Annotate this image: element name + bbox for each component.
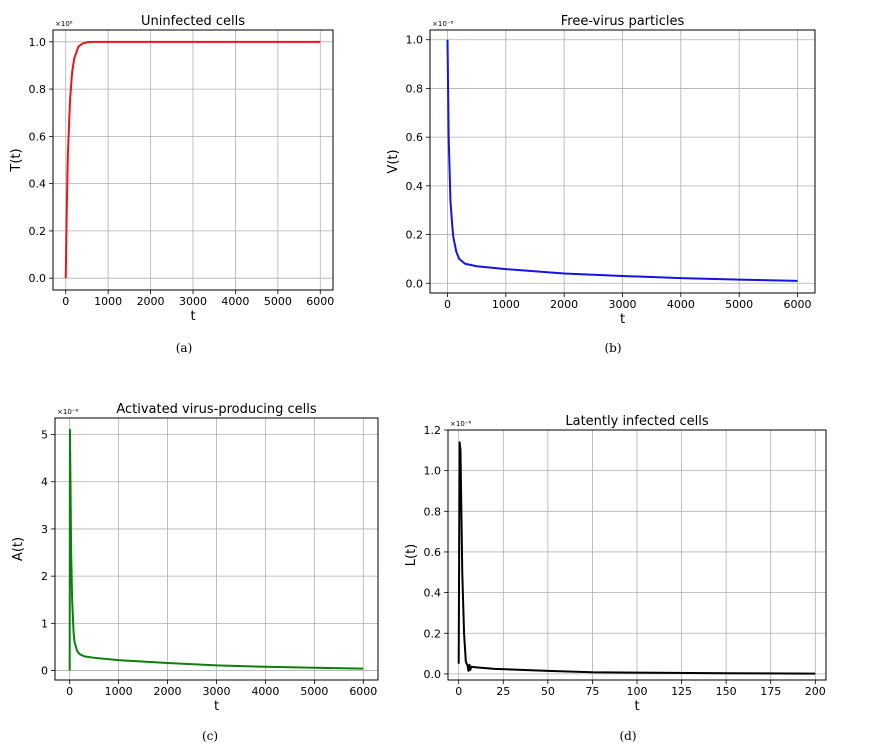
chart-title: Activated virus-producing cells — [116, 402, 317, 417]
y-tick-label: 0 — [41, 665, 48, 678]
x-tick-label: 4000 — [251, 685, 279, 698]
chart-title: Free-virus particles — [561, 14, 685, 29]
x-tick-label: 100 — [627, 685, 648, 698]
x-tick-label: 6000 — [349, 685, 377, 698]
x-tick-label: 0 — [66, 685, 73, 698]
x-tick-label: 0 — [455, 685, 462, 698]
y-tick-label: 1.0 — [406, 34, 424, 47]
x-axis-label: t — [190, 309, 195, 324]
x-axis-label: t — [214, 699, 219, 714]
y-tick-label: 1.0 — [424, 465, 442, 478]
x-tick-label: 2000 — [550, 298, 578, 311]
y-tick-label: 0.8 — [29, 83, 47, 96]
y-tick-label: 5 — [41, 429, 48, 442]
y-axis-label: T(t) — [9, 148, 24, 172]
y-tick-label: 0.0 — [406, 277, 424, 290]
y-tick-label: 0.8 — [424, 505, 442, 518]
y-tick-label: 1 — [41, 617, 48, 630]
x-tick-label: 3000 — [203, 685, 231, 698]
chart-c: 0 1000 2000 3000 4000 5000 6000 0 1 2 3 4 5 Activated… — [11, 402, 379, 743]
x-tick-label: 50 — [541, 685, 555, 698]
chart-title: Latently infected cells — [565, 414, 709, 429]
chart-title: Uninfected cells — [141, 14, 245, 29]
y-axis-label: L(t) — [404, 544, 419, 566]
axis-multiplier: ×10⁶ — [55, 20, 73, 28]
x-tick-label: 125 — [671, 685, 692, 698]
y-tick-label: 4 — [41, 476, 48, 489]
y-axis-label: A(t) — [11, 537, 26, 561]
x-axis-label: t — [620, 312, 625, 327]
x-tick-label: 6000 — [784, 298, 812, 311]
y-tick-label: 0.2 — [424, 627, 442, 640]
chart-d: 0 25 50 75 100 125 150 175 200 0.0 0.2 0.4 0.6 0.8 1.0… — [404, 414, 827, 743]
y-tick-label: 0.0 — [29, 272, 47, 285]
y-tick-label: 1.2 — [424, 424, 442, 437]
x-tick-label: 4000 — [221, 295, 249, 308]
x-tick-label: 2000 — [154, 685, 182, 698]
x-axis-label: t — [634, 699, 639, 714]
y-tick-label: 0.2 — [406, 229, 424, 242]
x-tick-label: 1000 — [492, 298, 520, 311]
chart-b: 0 1000 2000 3000 4000 5000 6000 0.0 0.2 0.4 0.6 0.8… — [386, 14, 816, 355]
x-tick-label: 200 — [805, 685, 826, 698]
x-tick-label: 3000 — [179, 295, 207, 308]
axis-multiplier: ×10⁻⁸ — [432, 20, 453, 28]
x-tick-label: 5000 — [300, 685, 328, 698]
y-axis-label: V(t) — [386, 149, 401, 173]
x-tick-label: 3000 — [609, 298, 637, 311]
y-tick-label: 0.2 — [29, 225, 47, 238]
x-tick-label: 5000 — [264, 295, 292, 308]
x-tick-label: 6000 — [306, 295, 334, 308]
axis-multiplier: ×10⁻⁶ — [450, 420, 471, 428]
x-tick-label: 5000 — [725, 298, 753, 311]
x-tick-label: 4000 — [667, 298, 695, 311]
x-tick-label: 25 — [496, 685, 510, 698]
x-tick-label: 2000 — [137, 295, 165, 308]
series-line — [446, 39, 798, 282]
y-tick-label: 0.8 — [406, 82, 424, 95]
figure-caption: (c) — [202, 729, 218, 743]
figure-caption: (a) — [176, 341, 193, 355]
y-tick-label: 2 — [41, 570, 48, 583]
y-tick-label: 0.6 — [29, 130, 47, 143]
y-tick-label: 0.6 — [406, 131, 424, 144]
series-line — [457, 441, 816, 675]
series-line — [64, 40, 321, 279]
figure-caption: (b) — [604, 341, 621, 355]
y-tick-label: 3 — [41, 523, 48, 536]
y-tick-label: 0.0 — [424, 668, 442, 681]
y-tick-label: 1.0 — [29, 36, 47, 49]
y-tick-label: 0.4 — [424, 587, 442, 600]
series-line — [68, 428, 364, 671]
x-tick-label: 1000 — [94, 295, 122, 308]
x-tick-label: 175 — [760, 685, 781, 698]
chart-a: 0 1000 2000 3000 4000 5000 6000 0.0 0.2 0.4 0.6 0.8… — [9, 14, 334, 355]
x-tick-label: 0 — [62, 295, 69, 308]
y-tick-label: 0.6 — [424, 546, 442, 559]
y-tick-label: 0.4 — [406, 180, 424, 193]
axis-multiplier: ×10⁻⁶ — [57, 408, 78, 416]
y-tick-label: 0.4 — [29, 178, 47, 191]
x-tick-label: 150 — [716, 685, 737, 698]
x-tick-label: 1000 — [105, 685, 133, 698]
x-tick-label: 75 — [585, 685, 599, 698]
figure-caption: (d) — [619, 729, 636, 743]
x-tick-label: 0 — [444, 298, 451, 311]
